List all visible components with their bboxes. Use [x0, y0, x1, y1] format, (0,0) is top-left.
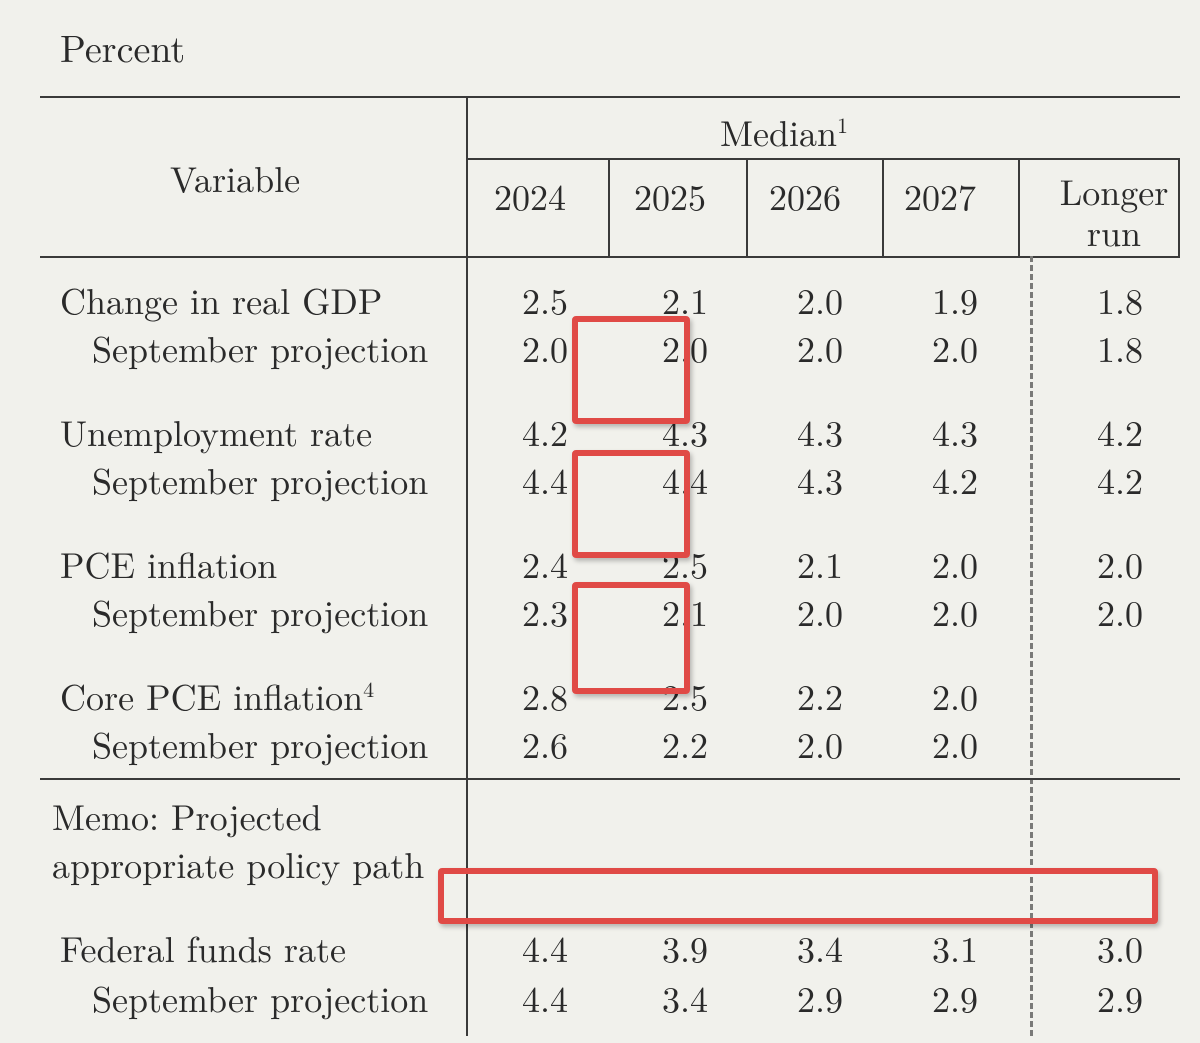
hdr-vline-2 [746, 158, 748, 256]
dashed-divider [1030, 256, 1033, 1036]
table-header: Variable Median1 2024 2025 2026 2027 Lon… [40, 96, 1180, 256]
unemp-2027: 4.3 [905, 406, 1005, 457]
projections-table-page: Percent Variable Median1 2024 2025 2026 … [0, 0, 1200, 1043]
col-2026: 2026 [755, 170, 855, 221]
corepce-sep-2025: 2.2 [635, 718, 735, 769]
memo-line2: appropriate policy path [52, 838, 424, 889]
pce-sep-lr: 2.0 [1070, 586, 1170, 637]
rule-memo [40, 778, 1180, 780]
header-variable: Variable [170, 152, 300, 203]
corepce-sep-2026: 2.0 [770, 718, 870, 769]
row-gdp-sep-label: September projection [92, 322, 428, 373]
unemp-2025: 4.3 [635, 406, 735, 457]
gdp-2024: 2.5 [495, 274, 595, 325]
pce-2024: 2.4 [495, 538, 595, 589]
corepce-2025: 2.5 [635, 670, 735, 721]
gdp-2025: 2.1 [635, 274, 735, 325]
pce-sep-2025: 2.1 [635, 586, 735, 637]
corepce-2024: 2.8 [495, 670, 595, 721]
ffr-2025: 3.9 [635, 922, 735, 973]
unemp-sep-2024: 4.4 [495, 454, 595, 505]
unemp-sep-2026: 4.3 [770, 454, 870, 505]
row-unemp-sep-label: September projection [92, 454, 428, 505]
hdr-vline-4 [1018, 158, 1020, 256]
memo-line1: Memo: Projected [52, 790, 322, 841]
row-corepce-sep-label: September projection [92, 718, 428, 769]
header-median-sup: 1 [837, 109, 848, 140]
pce-2025: 2.5 [635, 538, 735, 589]
pce-2026: 2.1 [770, 538, 870, 589]
pce-lr: 2.0 [1070, 538, 1170, 589]
gdp-sep-lr: 1.8 [1070, 322, 1170, 373]
gdp-sep-2024: 2.0 [495, 322, 595, 373]
row-pce-sep-label: September projection [92, 586, 428, 637]
header-median: Median1 [720, 106, 848, 157]
table-unit-label: Percent [60, 20, 1200, 74]
unemp-sep-lr: 4.2 [1070, 454, 1170, 505]
gdp-sep-2026: 2.0 [770, 322, 870, 373]
col-2027: 2027 [890, 170, 990, 221]
unemp-sep-2025: 4.4 [635, 454, 735, 505]
ffr-2026: 3.4 [770, 922, 870, 973]
projections-table: Variable Median1 2024 2025 2026 2027 Lon… [40, 96, 1180, 1036]
unemp-lr: 4.2 [1070, 406, 1170, 457]
ffr-sep-2025: 3.4 [635, 972, 735, 1023]
ffr-sep-2024: 4.4 [495, 972, 595, 1023]
rule-under-median [468, 158, 1180, 160]
hdr-vline-right [1178, 158, 1180, 256]
pce-sep-2026: 2.0 [770, 586, 870, 637]
row-ffr-sep-label: September projection [92, 972, 428, 1023]
corepce-sep-2027: 2.0 [905, 718, 1005, 769]
corepce-sep-2024: 2.6 [495, 718, 595, 769]
table-body: Change in real GDP 2.5 2.1 2.0 1.9 1.8 S… [40, 256, 1180, 1036]
col-2025: 2025 [620, 170, 720, 221]
hdr-vline-3 [882, 158, 884, 256]
ffr-2027: 3.1 [905, 922, 1005, 973]
row-gdp-label: Change in real GDP [60, 274, 382, 325]
row-ffr-label: Federal funds rate [60, 922, 346, 973]
corepce-2027: 2.0 [905, 670, 1005, 721]
ffr-sep-lr: 2.9 [1070, 972, 1170, 1023]
pce-2027: 2.0 [905, 538, 1005, 589]
gdp-lr: 1.8 [1070, 274, 1170, 325]
hdr-vline-1 [608, 158, 610, 256]
pce-sep-2024: 2.3 [495, 586, 595, 637]
ffr-lr: 3.0 [1070, 922, 1170, 973]
ffr-sep-2026: 2.9 [770, 972, 870, 1023]
ffr-2024: 4.4 [495, 922, 595, 973]
corepce-2026: 2.2 [770, 670, 870, 721]
unemp-2026: 4.3 [770, 406, 870, 457]
row-pce-label: PCE inflation [60, 538, 277, 589]
col-longer-run: Longer run [1044, 170, 1184, 253]
gdp-2026: 2.0 [770, 274, 870, 325]
row-unemp-label: Unemployment rate [60, 406, 372, 457]
gdp-sep-2025: 2.0 [635, 322, 735, 373]
gdp-2027: 1.9 [905, 274, 1005, 325]
rule-top [40, 96, 1180, 98]
unemp-sep-2027: 4.2 [905, 454, 1005, 505]
col-2024: 2024 [480, 170, 580, 221]
row-corepce-label: Core PCE inflation4 [60, 670, 374, 721]
header-median-text: Median [720, 106, 837, 157]
pce-sep-2027: 2.0 [905, 586, 1005, 637]
ffr-sep-2027: 2.9 [905, 972, 1005, 1023]
unemp-2024: 4.2 [495, 406, 595, 457]
gdp-sep-2027: 2.0 [905, 322, 1005, 373]
